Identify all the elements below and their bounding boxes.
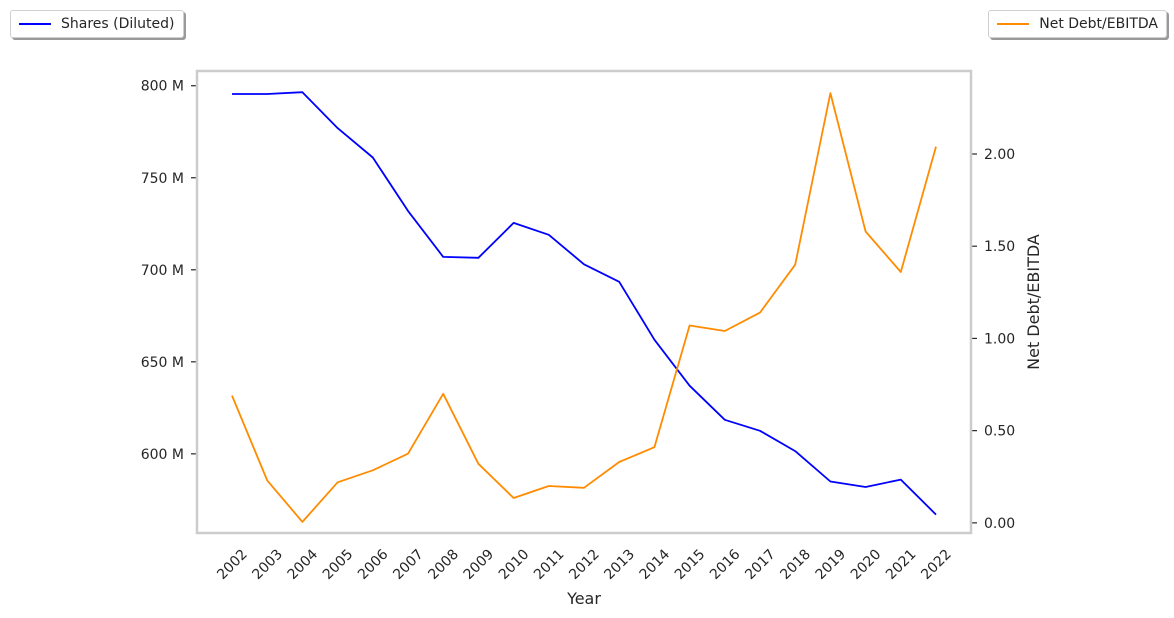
x-tick-label: 2018 <box>777 546 814 583</box>
legend-right: Net Debt/EBITDA <box>988 10 1167 38</box>
x-tick-label: 2013 <box>601 546 638 583</box>
x-tick-label: 2007 <box>390 546 427 583</box>
x-tick-label: 2002 <box>214 546 251 583</box>
x-axis-label: Year <box>566 589 601 608</box>
right-tick-label: 0.00 <box>984 516 1015 532</box>
x-tick-label: 2009 <box>461 546 498 583</box>
x-tick-label: 2020 <box>848 546 885 583</box>
x-tick-label: 2012 <box>566 546 603 583</box>
right-tick-label: 0.50 <box>984 424 1015 440</box>
left-axis-ticks: 600 M 650 M 700 M 750 M 800 M <box>141 79 197 463</box>
x-tick-label: 2003 <box>249 546 286 583</box>
plot-frame <box>195 69 973 535</box>
x-axis-ticks: 2002200320042005200620072008200920102011… <box>214 546 955 583</box>
x-tick-label: 2011 <box>531 546 568 583</box>
x-tick-label: 2008 <box>425 546 462 583</box>
right-tick-label: 1.00 <box>984 331 1015 347</box>
x-tick-label: 2014 <box>637 546 674 583</box>
right-tick-label: 2.00 <box>984 147 1015 163</box>
x-tick-label: 2022 <box>918 546 955 583</box>
left-tick-label: 700 M <box>141 263 184 279</box>
x-tick-label: 2019 <box>813 546 850 583</box>
x-tick-label: 2016 <box>707 546 744 583</box>
left-tick-label: 800 M <box>141 79 184 95</box>
right-tick-label: 1.50 <box>984 239 1015 255</box>
x-tick-label: 2021 <box>883 546 920 583</box>
x-tick-label: 2010 <box>496 546 533 583</box>
legend-left: Shares (Diluted) <box>10 10 184 38</box>
right-axis-ticks: 0.00 0.50 1.00 1.50 2.00 <box>971 147 1015 532</box>
series-line-net-debt-ebitda <box>231 92 937 523</box>
x-tick-label: 2005 <box>320 546 357 583</box>
left-tick-label: 600 M <box>141 447 184 463</box>
left-tick-label: 650 M <box>141 355 184 371</box>
right-axis-label: Net Debt/EBITDA <box>1024 234 1043 370</box>
x-tick-label: 2015 <box>672 546 709 583</box>
legend-swatch-shares <box>19 23 51 25</box>
x-tick-label: 2006 <box>355 546 392 583</box>
series-line-shares-diluted <box>232 91 937 516</box>
x-tick-label: 2004 <box>285 546 322 583</box>
legend-label-net-debt-ebitda: Net Debt/EBITDA <box>1039 16 1158 32</box>
left-tick-label: 750 M <box>141 171 184 187</box>
legend-swatch-net-debt-ebitda <box>997 23 1030 25</box>
x-tick-label: 2017 <box>742 546 779 583</box>
legend-label-shares: Shares (Diluted) <box>61 16 175 32</box>
series-lines <box>231 91 937 523</box>
